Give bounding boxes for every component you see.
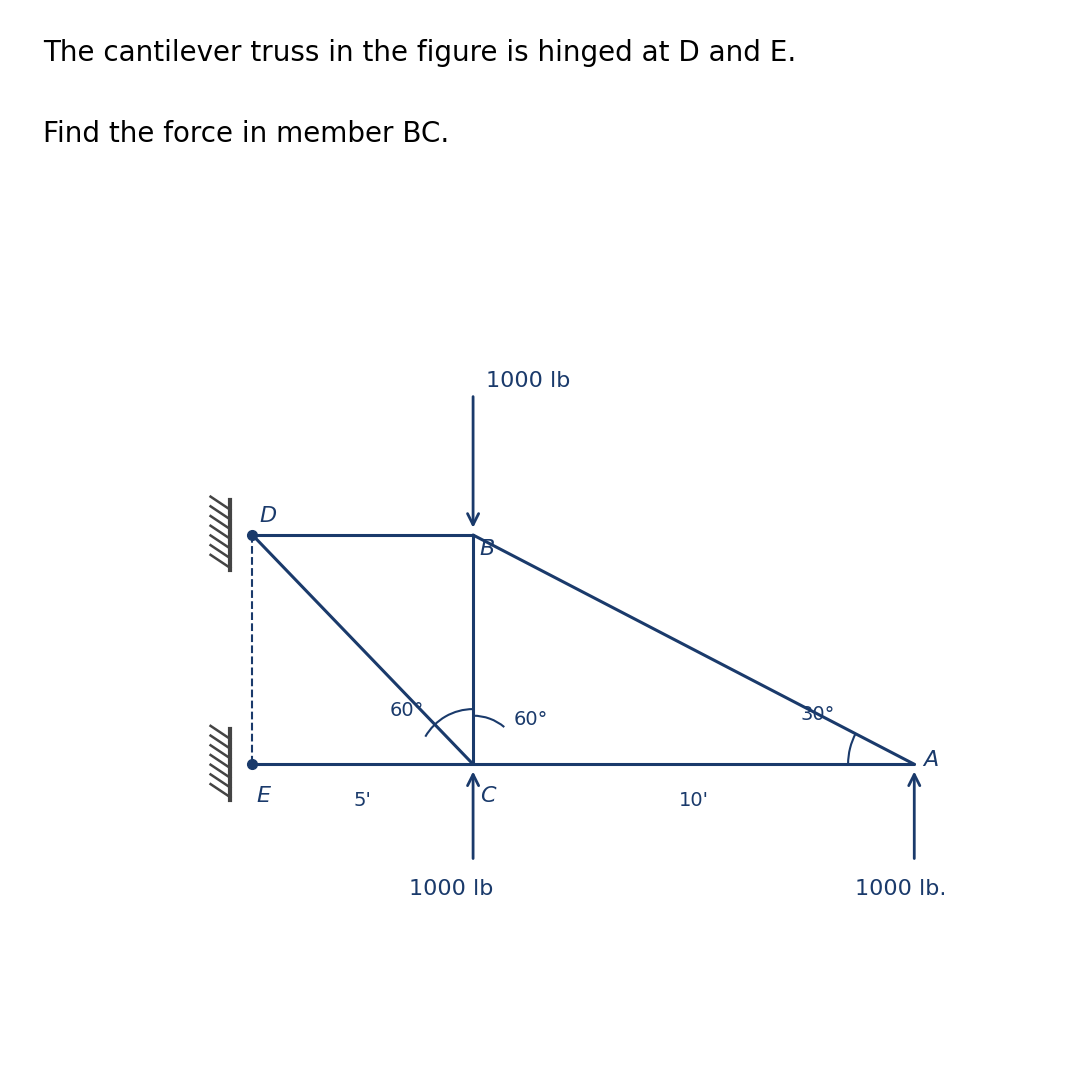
Text: 1000 lb: 1000 lb xyxy=(487,371,571,391)
Text: Find the force in member BC.: Find the force in member BC. xyxy=(43,120,450,148)
Text: 60°: 60° xyxy=(514,710,548,728)
Text: 60°: 60° xyxy=(390,700,424,720)
Text: The cantilever truss in the figure is hinged at D and E.: The cantilever truss in the figure is hi… xyxy=(43,39,796,66)
Text: 5': 5' xyxy=(354,790,372,810)
Text: D: D xyxy=(259,507,276,526)
Text: E: E xyxy=(257,786,271,806)
Text: A: A xyxy=(924,750,939,770)
Text: 10': 10' xyxy=(679,790,709,810)
Text: 1000 lb.: 1000 lb. xyxy=(856,879,946,899)
Text: 1000 lb: 1000 lb xyxy=(409,879,493,899)
Text: C: C xyxy=(480,786,495,806)
Text: B: B xyxy=(480,540,495,559)
Text: 30°: 30° xyxy=(800,705,834,724)
